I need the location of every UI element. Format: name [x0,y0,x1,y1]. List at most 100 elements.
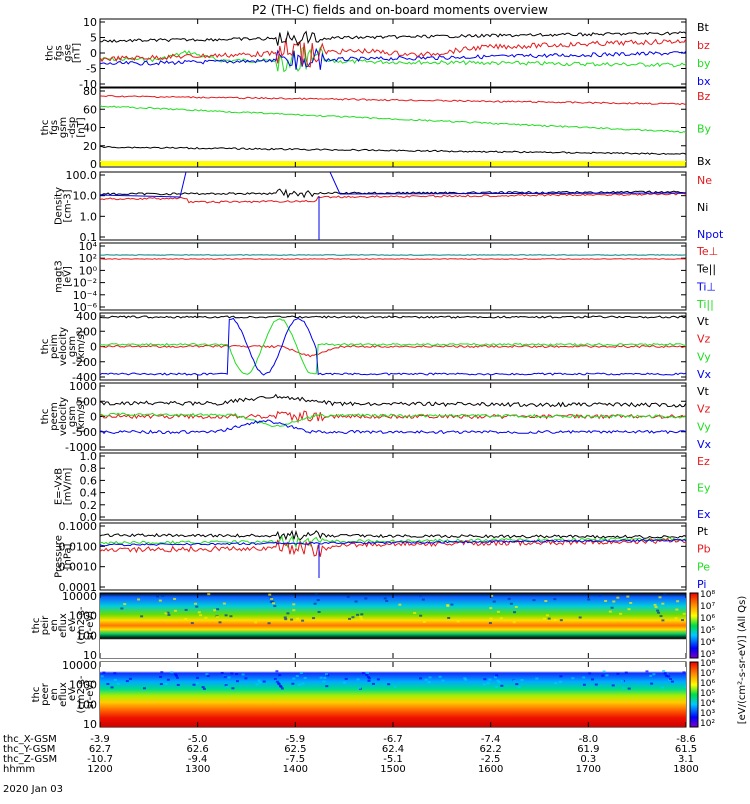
heatmap-cell [669,678,672,680]
heatmap-cell [160,683,163,685]
heatmap-cell [601,675,604,677]
heatmap-cell [347,596,350,598]
heatmap-cell [535,678,538,680]
heatmap-cell [272,602,275,604]
colorbar-tick: 10² [700,719,715,729]
heatmap-cell [117,683,120,685]
heatmap-cell [655,606,658,608]
heatmap-cell [676,600,679,602]
heatmap-cell [612,684,615,686]
colorbar-tick: 10⁵ [700,626,715,636]
heatmap-cell [661,603,664,605]
y-tick-label: 400 [76,310,97,323]
heatmap-cell [368,677,371,679]
heatmap-cell [419,677,422,679]
heatmap-cell [559,681,562,683]
heatmap-cell [278,683,281,685]
heatmap-cell [196,677,199,679]
heatmap-cell [242,674,245,676]
heatmap-cell [645,670,648,672]
y-tick-label: 10000 [62,659,97,672]
series-vz [100,346,686,357]
heatmap-cell [315,593,318,595]
y-tick-label: 80 [83,85,97,98]
y-tick-label: 10⁻² [73,277,97,290]
heatmap-cell [660,615,663,617]
heatmap-cell [583,684,586,686]
heatmap-cell [175,675,178,677]
heatmap-cell [224,676,227,678]
y-tick-label: 0 [90,47,97,60]
heatmap-cell [194,603,197,605]
colorbar-tick: 10⁸ [700,590,715,600]
heatmap-cell [274,678,277,680]
colorbar-tick: 10⁶ [700,614,715,624]
heatmap-cell [174,610,177,612]
heatmap-cell [498,681,501,683]
heatmap-cell [387,683,390,685]
legend-pe: Pe [697,560,710,573]
colorbar-tick: 10⁴ [700,638,715,648]
heatmap-cell [360,618,363,620]
heatmap-cell [446,605,449,607]
heatmap-cell [621,680,624,682]
heatmap-cell [554,682,557,684]
y-axis-label-line: sr-eV) [85,680,96,709]
heatmap-cell [300,672,303,674]
heatmap-cell [671,681,674,683]
heatmap-cell [167,614,170,616]
heatmap-cell [302,683,305,685]
heatmap-cell [422,599,425,601]
heatmap-cell [228,676,231,678]
heatmap-cell [270,598,273,600]
y-tick-label: 10000 [62,590,97,603]
heatmap-cell [604,600,607,602]
x-row-label: hhmm [3,764,35,775]
heatmap-cell [619,613,622,615]
y-tick-label: 1000 [69,380,97,393]
heatmap-cell [312,617,315,619]
heatmap-cell [493,601,496,603]
heatmap-cell [143,687,146,689]
series-ne [100,193,686,203]
panel-p5: 4002000-200-400thcpeimvelocitygsm[km/s]V… [40,310,712,384]
heatmap-cell [156,595,159,597]
y-tick-label: 10⁻⁴ [73,289,98,302]
series-group [100,593,686,658]
series-group [100,662,688,727]
legend-vt: Vt [697,315,710,328]
heatmap-cell [296,618,299,620]
legend-bz: Bz [697,90,711,103]
y-axis-label-line: [cm-3] [63,189,74,222]
heatmap-cell [230,672,233,674]
heatmap-cell [665,673,668,675]
panel-frame [100,453,686,520]
series-group [100,32,686,72]
heatmap-cell [322,681,325,683]
series-group [100,531,686,578]
heatmap-cell [483,684,486,686]
heatmap-cell [290,619,293,621]
heatmap-cell [554,619,557,621]
heatmap-cell [560,619,563,621]
y-axis-label-line: [nPa] [63,543,74,569]
y-tick-label: 1.0 [80,450,98,463]
series-vy [100,413,686,426]
heatmap-cell [273,605,276,607]
x-row-value: 1500 [380,764,405,775]
panel-p9: 10000100010010thcpeirenefluxeV(cm2-s-sr-… [31,590,686,662]
y-axis-label-line: sr-eV) [85,611,96,640]
heatmap-cell [500,685,503,687]
y-tick-label: 20 [83,140,97,153]
panel-p8: 0.10000.01000.00100.0001Pressure[nPa]PtP… [54,520,711,594]
x-axis-labels: thc_X-GSM-3.9-5.0-5.9-6.7-7.4-8.0-8.6thc… [3,734,699,795]
series-vt [100,395,686,407]
heatmap-cell [213,609,216,611]
heatmap-cell [137,598,140,600]
y-axis-label-line: [km/s] [76,330,87,362]
heatmap-cell [649,675,652,677]
legend-vx: Vx [697,438,712,451]
heatmap-cell [559,675,562,677]
